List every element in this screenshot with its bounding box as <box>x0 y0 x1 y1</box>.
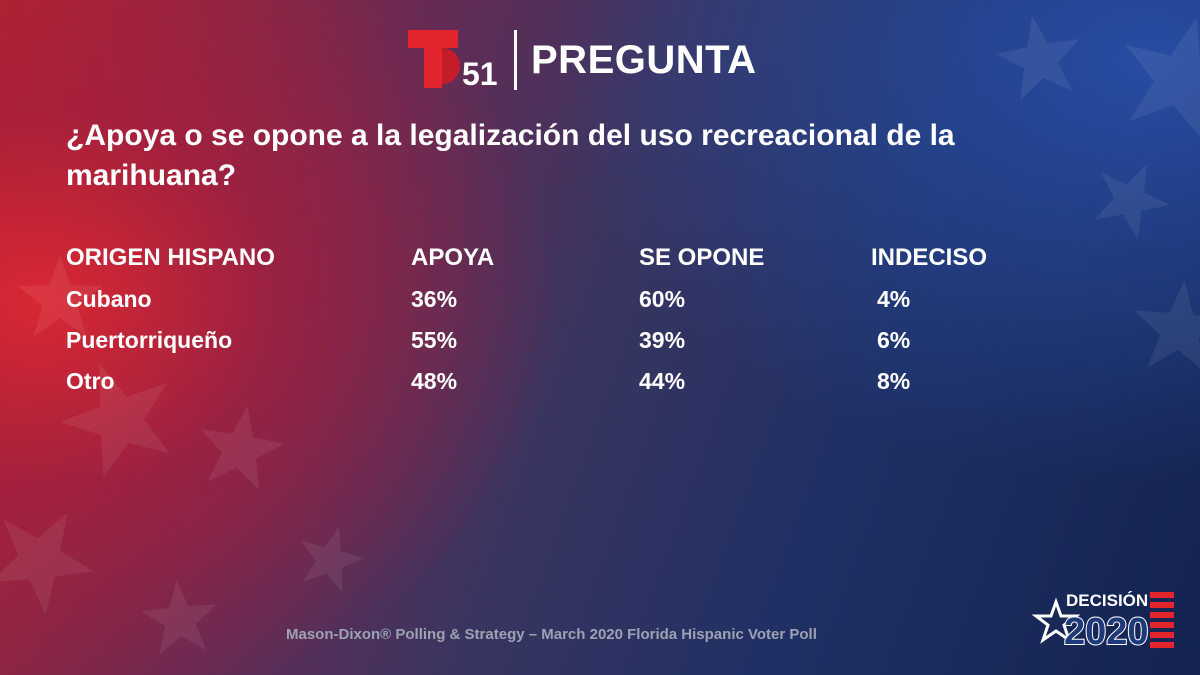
section-title: PREGUNTA <box>531 37 757 82</box>
column-header: ORIGEN HISPANO <box>66 244 275 271</box>
star-icon <box>1031 597 1081 644</box>
table-cell: 55% <box>411 327 458 353</box>
table-cell: 39% <box>639 327 686 353</box>
telemundo-logo: 51 <box>404 28 500 92</box>
table-cell: 48% <box>411 368 458 394</box>
header: 51 PREGUNTA <box>404 28 756 92</box>
source-footer: Mason-Dixon® Polling & Strategy – March … <box>286 626 817 643</box>
table-cell: 60% <box>639 286 686 312</box>
decision-2020-badge: DECISIÓN 2020 <box>1031 588 1177 654</box>
column-header: INDECISO <box>871 244 988 271</box>
badge-line1: DECISIÓN <box>1066 591 1148 610</box>
table-cell: Otro <box>66 368 115 394</box>
column-header: SE OPONE <box>639 244 765 271</box>
badge-line2: 2020 <box>1064 611 1149 650</box>
table-cell: 44% <box>639 368 686 394</box>
question-text: ¿Apoya o se opone a la legalización del … <box>66 119 955 192</box>
table-cell: 6% <box>877 327 911 353</box>
flag-stripes-icon <box>1150 592 1174 648</box>
table-cell: Cubano <box>66 286 152 312</box>
badge-graphic: DECISIÓN 2020 <box>1031 591 1174 654</box>
table-cell: 36% <box>411 286 458 312</box>
table-cell: 4% <box>877 286 911 312</box>
table-cell: Puertorriqueño <box>66 327 233 353</box>
table-cell: 8% <box>877 368 911 394</box>
header-divider <box>514 30 517 90</box>
channel-number: 51 <box>462 56 498 92</box>
telemundo-t-icon <box>408 30 460 88</box>
column-header: APOYA <box>411 244 495 271</box>
